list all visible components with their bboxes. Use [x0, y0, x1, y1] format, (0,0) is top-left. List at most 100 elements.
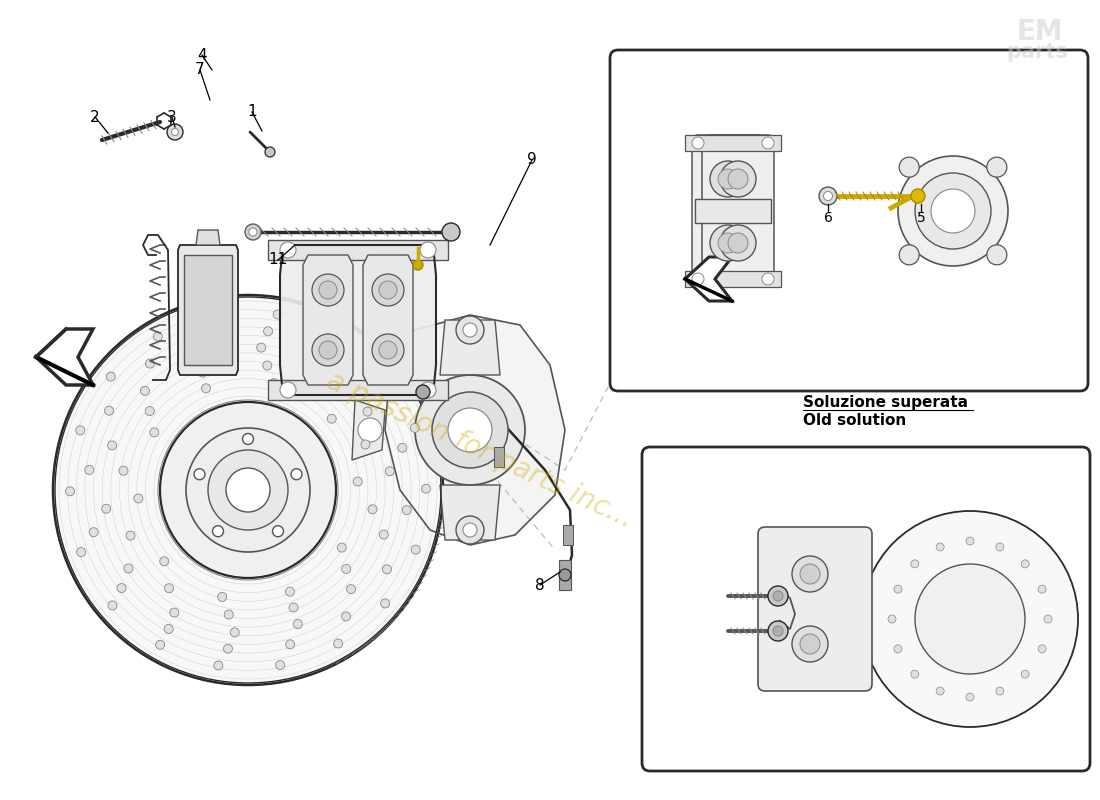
- Circle shape: [415, 375, 525, 485]
- Circle shape: [211, 310, 220, 319]
- Bar: [494, 447, 504, 467]
- Circle shape: [289, 603, 298, 612]
- Circle shape: [720, 161, 756, 197]
- Circle shape: [338, 543, 346, 552]
- Circle shape: [226, 468, 270, 512]
- Circle shape: [773, 626, 783, 636]
- Circle shape: [117, 583, 126, 593]
- Text: parts: parts: [1006, 42, 1068, 62]
- Circle shape: [327, 414, 337, 423]
- Circle shape: [107, 372, 116, 381]
- Circle shape: [421, 484, 430, 494]
- Circle shape: [368, 505, 377, 514]
- Circle shape: [108, 601, 117, 610]
- Circle shape: [346, 585, 355, 594]
- Circle shape: [370, 387, 378, 397]
- Circle shape: [862, 511, 1078, 727]
- Circle shape: [108, 441, 117, 450]
- Text: Soluzione superata: Soluzione superata: [803, 395, 968, 410]
- Polygon shape: [685, 257, 732, 301]
- Circle shape: [276, 661, 285, 670]
- Circle shape: [966, 693, 974, 701]
- Circle shape: [85, 466, 94, 474]
- Text: a passion for parts inc...: a passion for parts inc...: [322, 366, 638, 534]
- Circle shape: [126, 531, 135, 540]
- Circle shape: [416, 385, 430, 399]
- Circle shape: [172, 129, 178, 135]
- Circle shape: [448, 408, 492, 452]
- Circle shape: [411, 545, 420, 554]
- Circle shape: [915, 564, 1025, 674]
- Circle shape: [420, 242, 436, 258]
- Circle shape: [198, 368, 207, 377]
- Circle shape: [53, 295, 443, 685]
- Circle shape: [894, 585, 902, 593]
- Text: 7: 7: [195, 62, 205, 78]
- Circle shape: [77, 547, 86, 557]
- Circle shape: [383, 565, 392, 574]
- Circle shape: [119, 466, 128, 475]
- Circle shape: [363, 407, 372, 416]
- Bar: [559, 560, 571, 590]
- Circle shape: [204, 267, 213, 277]
- Circle shape: [245, 224, 261, 240]
- Polygon shape: [36, 329, 94, 385]
- Circle shape: [710, 225, 746, 261]
- Circle shape: [256, 343, 266, 352]
- Circle shape: [720, 225, 756, 261]
- Polygon shape: [178, 245, 238, 375]
- Circle shape: [201, 384, 210, 393]
- Text: 9: 9: [527, 153, 537, 167]
- Circle shape: [800, 564, 820, 584]
- Circle shape: [911, 670, 918, 678]
- Circle shape: [213, 661, 223, 670]
- Circle shape: [385, 466, 394, 476]
- Circle shape: [911, 560, 918, 568]
- Circle shape: [768, 621, 788, 641]
- Circle shape: [456, 316, 484, 344]
- Circle shape: [762, 137, 774, 149]
- Circle shape: [358, 418, 382, 442]
- Circle shape: [710, 161, 746, 197]
- Circle shape: [208, 450, 288, 530]
- Circle shape: [273, 310, 282, 319]
- Circle shape: [223, 644, 232, 654]
- Circle shape: [987, 245, 1007, 265]
- Circle shape: [936, 687, 944, 695]
- Circle shape: [718, 169, 738, 189]
- Circle shape: [194, 351, 202, 361]
- Circle shape: [420, 382, 436, 398]
- Text: 6: 6: [824, 211, 833, 225]
- Text: 3: 3: [167, 110, 177, 125]
- Circle shape: [372, 274, 404, 306]
- Circle shape: [312, 334, 344, 366]
- Circle shape: [285, 587, 295, 596]
- Circle shape: [412, 260, 424, 270]
- Text: 11: 11: [268, 253, 287, 267]
- Circle shape: [317, 363, 327, 372]
- Circle shape: [1038, 585, 1046, 593]
- Circle shape: [792, 556, 828, 592]
- Circle shape: [342, 565, 351, 574]
- Circle shape: [353, 477, 362, 486]
- Text: 2: 2: [90, 110, 100, 125]
- Circle shape: [773, 591, 783, 601]
- Circle shape: [169, 608, 179, 617]
- Circle shape: [212, 526, 223, 537]
- Circle shape: [218, 593, 227, 602]
- Circle shape: [265, 147, 275, 157]
- Circle shape: [312, 274, 344, 306]
- Circle shape: [888, 615, 896, 623]
- Text: EM: EM: [1016, 18, 1064, 46]
- Circle shape: [160, 402, 336, 578]
- Circle shape: [403, 506, 411, 514]
- Circle shape: [155, 640, 165, 650]
- Circle shape: [410, 423, 419, 433]
- Text: 1: 1: [248, 105, 256, 119]
- Circle shape: [331, 330, 340, 340]
- Circle shape: [987, 157, 1007, 177]
- Circle shape: [270, 378, 278, 387]
- Circle shape: [286, 640, 295, 649]
- Bar: [695, 199, 771, 223]
- Circle shape: [249, 228, 257, 236]
